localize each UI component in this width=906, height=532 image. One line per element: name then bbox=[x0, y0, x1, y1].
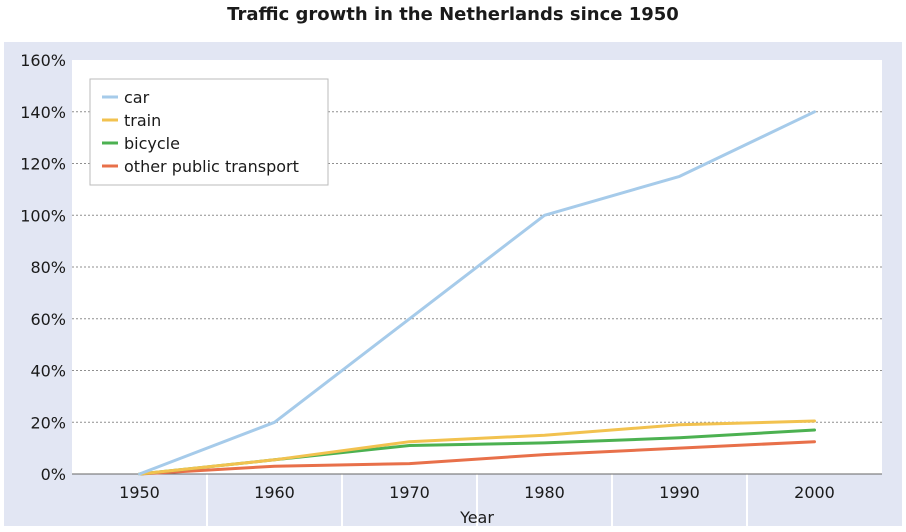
x-tick-label: 1970 bbox=[389, 483, 430, 502]
legend-entry: car bbox=[124, 88, 150, 107]
x-category-bands bbox=[72, 473, 882, 526]
y-tick-label: 40% bbox=[30, 362, 66, 381]
series-line-car bbox=[138, 110, 816, 476]
x-tick-label: 1960 bbox=[254, 483, 295, 502]
legend-box bbox=[89, 78, 329, 186]
x-tick-label: 1990 bbox=[659, 483, 700, 502]
x-tick-label: 2000 bbox=[794, 483, 835, 502]
chart-title: Traffic growth in the Netherlands since … bbox=[227, 4, 679, 25]
y-tick-label: 140% bbox=[20, 103, 66, 122]
legend-entry: other public transport bbox=[124, 157, 299, 176]
legend-entry: train bbox=[124, 111, 161, 130]
y-tick-label: 80% bbox=[30, 258, 66, 277]
y-tick-label: 20% bbox=[30, 413, 66, 432]
x-tick-label: 1950 bbox=[119, 483, 160, 502]
x-axis-ticks: 1950 1960 1970 1980 1990 2000 bbox=[119, 483, 835, 502]
y-tick-label: 60% bbox=[30, 310, 66, 329]
legend: car train bicycle other public transport bbox=[89, 78, 329, 186]
series-line-other-public-transport bbox=[138, 440, 816, 476]
y-tick-label: 0% bbox=[41, 465, 66, 484]
series-lines bbox=[138, 110, 816, 476]
y-axis-ticks: 0% 20% 40% 60% 80% 100% 120% 140% 160% bbox=[20, 51, 66, 484]
y-tick-label: 100% bbox=[20, 206, 66, 225]
x-axis-label: Year bbox=[459, 508, 494, 527]
series-line-train bbox=[138, 419, 816, 476]
legend-entry: bicycle bbox=[124, 134, 180, 153]
x-tick-label: 1980 bbox=[524, 483, 565, 502]
y-tick-label: 160% bbox=[20, 51, 66, 70]
y-tick-label: 120% bbox=[20, 155, 66, 174]
